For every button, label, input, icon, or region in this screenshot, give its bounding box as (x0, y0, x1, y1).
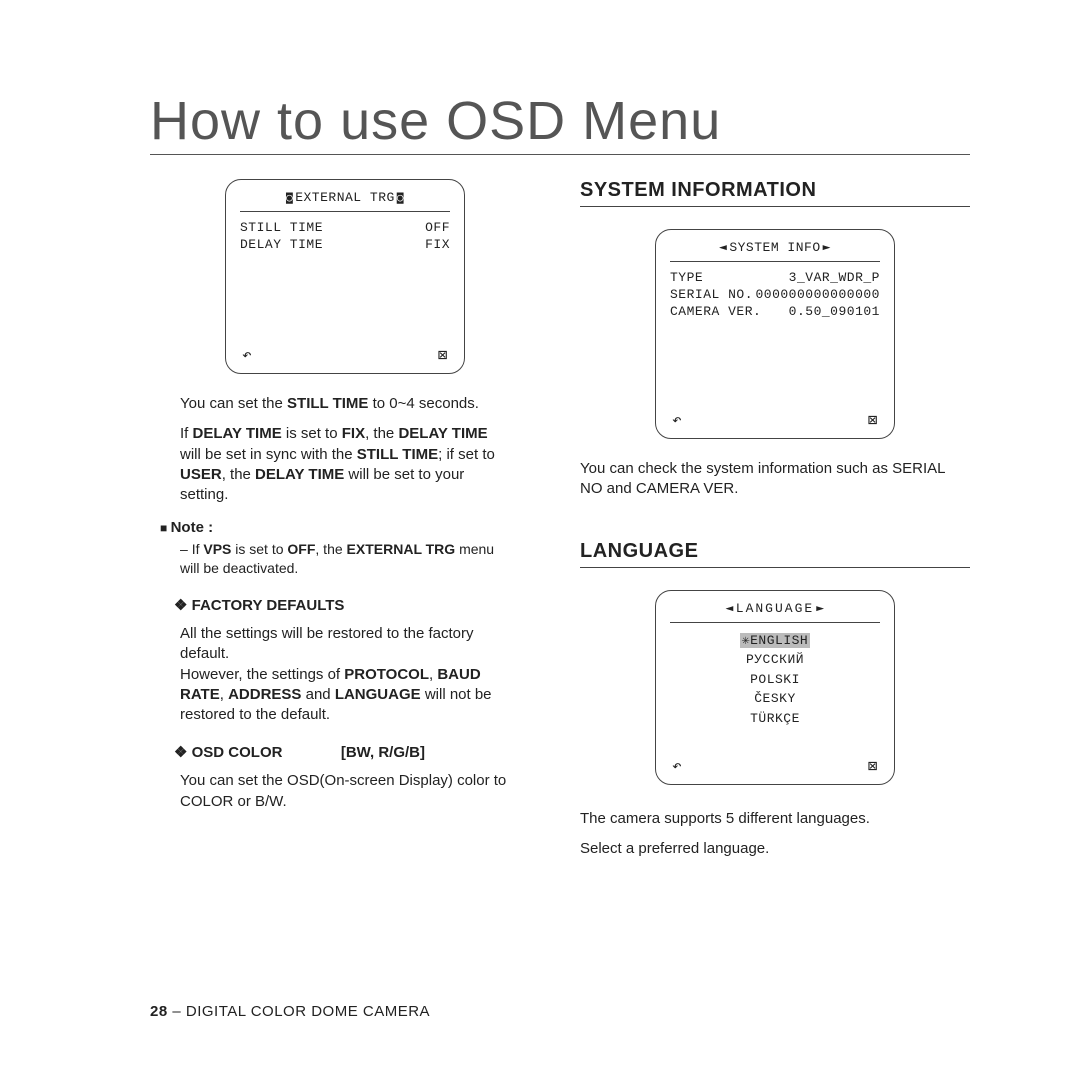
still-time-note: You can set the STILL TIME to 0~4 second… (180, 394, 510, 414)
osd-header: ◄ SYSTEM INFO ► (670, 240, 880, 262)
left-column: ◙ EXTERNAL TRG ◙ STILL TIME OFF DELAY TI… (150, 179, 540, 869)
right-column: SYSTEM INFORMATION ◄ SYSTEM INFO ► TYPE … (580, 179, 970, 869)
system-info-body: You can check the system information suc… (580, 459, 970, 500)
back-icon[interactable]: ↶ (672, 410, 682, 430)
lang-option-polski[interactable]: POLSKI (670, 670, 880, 690)
lang-option-cesky[interactable]: ČESKY (670, 689, 880, 709)
osd-system-info: ◄ SYSTEM INFO ► TYPE 3_VAR_WDR_P SERIAL … (655, 229, 895, 439)
page-title: How to use OSD Menu (150, 90, 970, 155)
arrow-left-icon[interactable]: ◄ (719, 240, 727, 255)
close-icon[interactable]: ⊠ (438, 345, 448, 365)
back-icon[interactable]: ↶ (672, 756, 682, 776)
osd-row-value: FIX (425, 237, 450, 252)
vps-note: If VPS is set to OFF, the EXTERNAL TRG m… (180, 540, 510, 578)
osd-row-label: SERIAL NO. (670, 287, 753, 302)
lang-option-english[interactable]: ✳ENGLISH (670, 631, 880, 651)
osd-header-text: EXTERNAL TRG (295, 190, 395, 205)
osd-row-label: STILL TIME (240, 220, 323, 235)
osd-external-trg: ◙ EXTERNAL TRG ◙ STILL TIME OFF DELAY TI… (225, 179, 465, 374)
osd-header: ◄ LANGUAGE ► (670, 601, 880, 623)
lang-option-turkce[interactable]: TÜRKÇE (670, 709, 880, 729)
osd-row-value: OFF (425, 220, 450, 235)
language-body1: The camera supports 5 different language… (580, 809, 970, 829)
osd-row-value: 0.50_090101 (789, 304, 880, 319)
osd-row[interactable]: STILL TIME OFF (240, 220, 450, 235)
arrow-left-icon[interactable]: ◄ (725, 601, 733, 616)
osd-row[interactable]: DELAY TIME FIX (240, 237, 450, 252)
square-icon: ◙ (286, 191, 293, 204)
osd-color-heading: OSD COLOR [BW, R/G/B] (174, 743, 540, 761)
osd-header-text: LANGUAGE (736, 601, 814, 616)
factory-defaults-body: All the settings will be restored to the… (180, 624, 510, 725)
osd-row-value: 000000000000000 (755, 287, 880, 302)
language-heading: LANGUAGE (580, 540, 970, 568)
language-body2: Select a preferred language. (580, 839, 970, 859)
square-icon: ◙ (397, 191, 404, 204)
osd-language: ◄ LANGUAGE ► ✳ENGLISH РУССКИЙ POLSKI ČES… (655, 590, 895, 785)
arrow-right-icon[interactable]: ► (823, 240, 831, 255)
lang-option-russian[interactable]: РУССКИЙ (670, 650, 880, 670)
close-icon[interactable]: ⊠ (868, 756, 878, 776)
osd-header-text: SYSTEM INFO (729, 240, 820, 255)
page-footer: 28 – DIGITAL COLOR DOME CAMERA (150, 1003, 430, 1020)
back-icon[interactable]: ↶ (242, 345, 252, 365)
osd-row: SERIAL NO. 000000000000000 (670, 287, 880, 302)
osd-row-label: DELAY TIME (240, 237, 323, 252)
language-list: ✳ENGLISH РУССКИЙ POLSKI ČESKY TÜRKÇE (670, 631, 880, 729)
osd-row-value: 3_VAR_WDR_P (789, 270, 880, 285)
osd-row: CAMERA VER. 0.50_090101 (670, 304, 880, 319)
osd-row-label: TYPE (670, 270, 703, 285)
factory-defaults-heading: FACTORY DEFAULTS (174, 596, 540, 614)
osd-color-body: You can set the OSD(On-screen Display) c… (180, 771, 510, 812)
delay-time-note: If DELAY TIME is set to FIX, the DELAY T… (180, 424, 510, 505)
close-icon[interactable]: ⊠ (868, 410, 878, 430)
note-label: Note : (160, 519, 540, 536)
system-info-heading: SYSTEM INFORMATION (580, 179, 970, 207)
arrow-right-icon[interactable]: ► (816, 601, 824, 616)
osd-row: TYPE 3_VAR_WDR_P (670, 270, 880, 285)
osd-header: ◙ EXTERNAL TRG ◙ (240, 190, 450, 212)
osd-row-label: CAMERA VER. (670, 304, 761, 319)
